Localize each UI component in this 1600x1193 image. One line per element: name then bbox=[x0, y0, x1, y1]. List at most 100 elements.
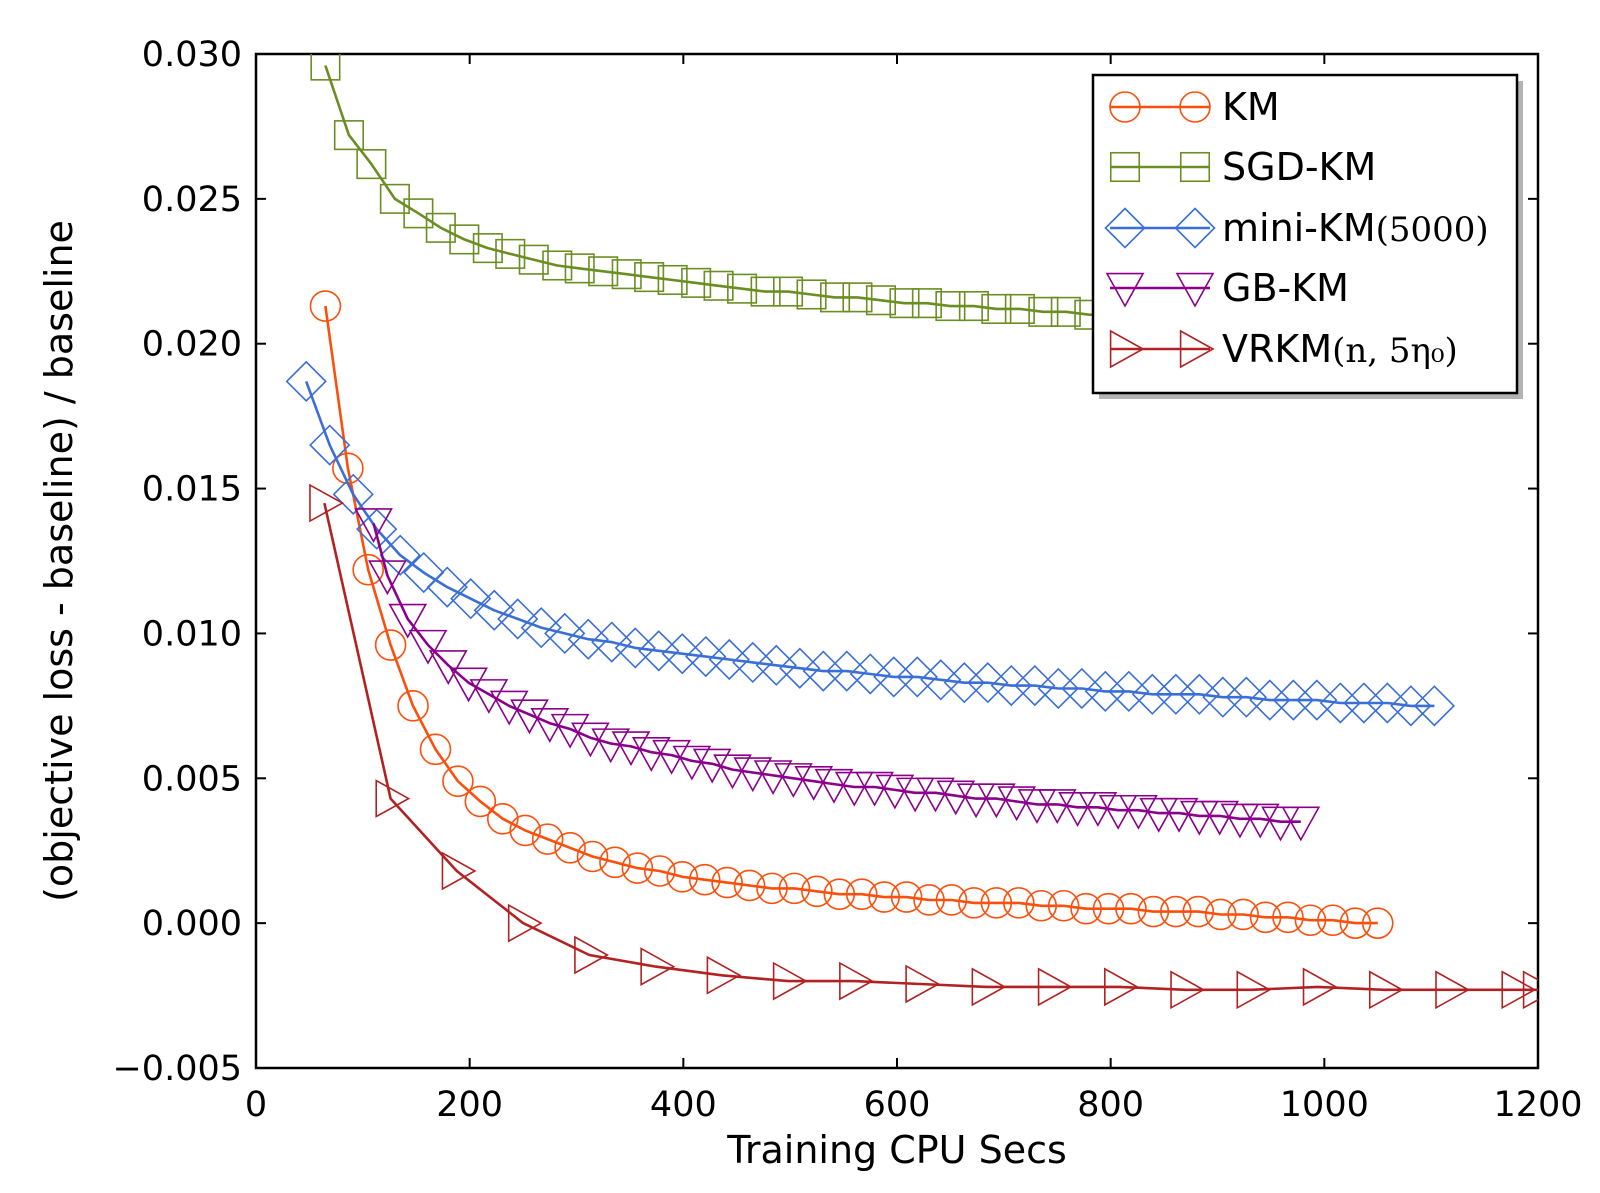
legend-marker-right bbox=[1175, 272, 1215, 308]
data-point bbox=[408, 629, 448, 665]
y-tick-label: 0.020 bbox=[142, 325, 242, 365]
data-point bbox=[845, 878, 878, 910]
data-point bbox=[1390, 685, 1432, 727]
data-point bbox=[943, 662, 985, 704]
data-point bbox=[1025, 889, 1058, 922]
data-point bbox=[542, 250, 573, 281]
data-point bbox=[1115, 892, 1147, 925]
data-point bbox=[935, 291, 966, 322]
y-tick-label: 0.010 bbox=[142, 614, 242, 654]
data-point bbox=[1202, 676, 1244, 718]
data-point bbox=[332, 473, 374, 515]
legend-marker-left bbox=[1105, 272, 1145, 308]
data-point bbox=[1368, 970, 1404, 1010]
data-point bbox=[1139, 797, 1179, 833]
series-line bbox=[324, 305, 1378, 925]
data-point bbox=[621, 852, 654, 884]
data-point bbox=[842, 282, 873, 313]
data-point bbox=[449, 667, 488, 703]
data-point bbox=[403, 551, 445, 594]
data-point bbox=[911, 288, 942, 319]
data-point bbox=[1227, 898, 1259, 931]
legend-entry: VRKM(n, 5η₀) bbox=[1109, 327, 1458, 371]
data-point bbox=[1522, 970, 1538, 1010]
data-point bbox=[1028, 296, 1059, 327]
data-point bbox=[1343, 682, 1385, 724]
data-point bbox=[426, 566, 468, 608]
legend-marker-left bbox=[1104, 207, 1146, 249]
data-point bbox=[1236, 970, 1272, 1010]
data-point bbox=[375, 779, 411, 818]
data-point bbox=[733, 869, 766, 902]
data-point bbox=[464, 785, 497, 818]
data-point bbox=[544, 612, 586, 655]
x-tick-label: 400 bbox=[650, 1085, 717, 1125]
data-point bbox=[1501, 970, 1537, 1010]
y-tick-label: 0.025 bbox=[142, 180, 242, 220]
data-point bbox=[640, 947, 676, 986]
data-point bbox=[425, 212, 456, 243]
data-point bbox=[778, 872, 811, 905]
data-point bbox=[895, 777, 935, 813]
x-tick-label: 1000 bbox=[1280, 1085, 1369, 1125]
legend-marker-right bbox=[1174, 207, 1216, 249]
data-point bbox=[520, 607, 562, 649]
data-point bbox=[1104, 967, 1139, 1007]
data-point bbox=[819, 282, 851, 313]
data-point bbox=[611, 731, 651, 767]
data-point bbox=[285, 360, 327, 403]
y-tick-label: −0.005 bbox=[112, 1049, 242, 1089]
legend-entry: GB-KM bbox=[1105, 266, 1349, 310]
y-tick-label: 0.005 bbox=[142, 759, 242, 799]
data-point bbox=[469, 679, 509, 714]
data-point bbox=[868, 881, 900, 913]
data-point bbox=[890, 881, 923, 913]
data-point bbox=[352, 553, 384, 586]
legend-entry: mini-KM(5000) bbox=[1104, 206, 1489, 250]
data-point bbox=[1160, 895, 1192, 928]
data-point bbox=[865, 285, 897, 316]
data-point bbox=[1272, 679, 1314, 721]
data-point bbox=[1249, 901, 1282, 934]
data-point bbox=[1413, 685, 1456, 727]
data-point bbox=[1155, 673, 1197, 715]
data-point bbox=[550, 713, 590, 749]
data-point bbox=[588, 256, 619, 287]
data-point bbox=[309, 290, 342, 322]
data-point bbox=[796, 279, 827, 310]
data-point bbox=[564, 253, 595, 284]
data-point bbox=[980, 887, 1013, 919]
series-mini-km bbox=[285, 360, 1456, 727]
data-point bbox=[495, 238, 526, 269]
data-point bbox=[801, 875, 833, 908]
data-point bbox=[309, 483, 345, 523]
data-point bbox=[1261, 806, 1300, 842]
data-point bbox=[802, 650, 844, 692]
data-point bbox=[441, 851, 477, 891]
x-tick-label: 0 bbox=[245, 1085, 267, 1125]
x-tick-label: 800 bbox=[1077, 1085, 1144, 1125]
y-axis-label: (objective loss - baseline) / baseline bbox=[37, 220, 81, 902]
data-point bbox=[374, 629, 407, 661]
data-point bbox=[688, 863, 721, 896]
legend-label: mini-KM(5000) bbox=[1222, 206, 1489, 250]
data-point bbox=[913, 884, 945, 916]
data-point bbox=[1249, 679, 1291, 721]
data-point bbox=[990, 664, 1032, 707]
data-point bbox=[1004, 293, 1035, 324]
data-point bbox=[379, 534, 421, 576]
data-point bbox=[1058, 792, 1097, 827]
data-point bbox=[1037, 667, 1079, 710]
series-vrkm bbox=[309, 483, 1538, 1010]
x-tick-label: 200 bbox=[436, 1085, 503, 1125]
data-point bbox=[681, 267, 712, 298]
x-tick-label: 1200 bbox=[1493, 1085, 1582, 1125]
series-km bbox=[309, 290, 1394, 939]
data-point bbox=[1294, 904, 1327, 937]
data-point bbox=[1131, 673, 1173, 715]
legend-label: SGD-KM bbox=[1222, 145, 1376, 189]
data-point bbox=[657, 264, 688, 296]
series-gb-km bbox=[354, 508, 1321, 842]
data-point bbox=[873, 656, 915, 698]
